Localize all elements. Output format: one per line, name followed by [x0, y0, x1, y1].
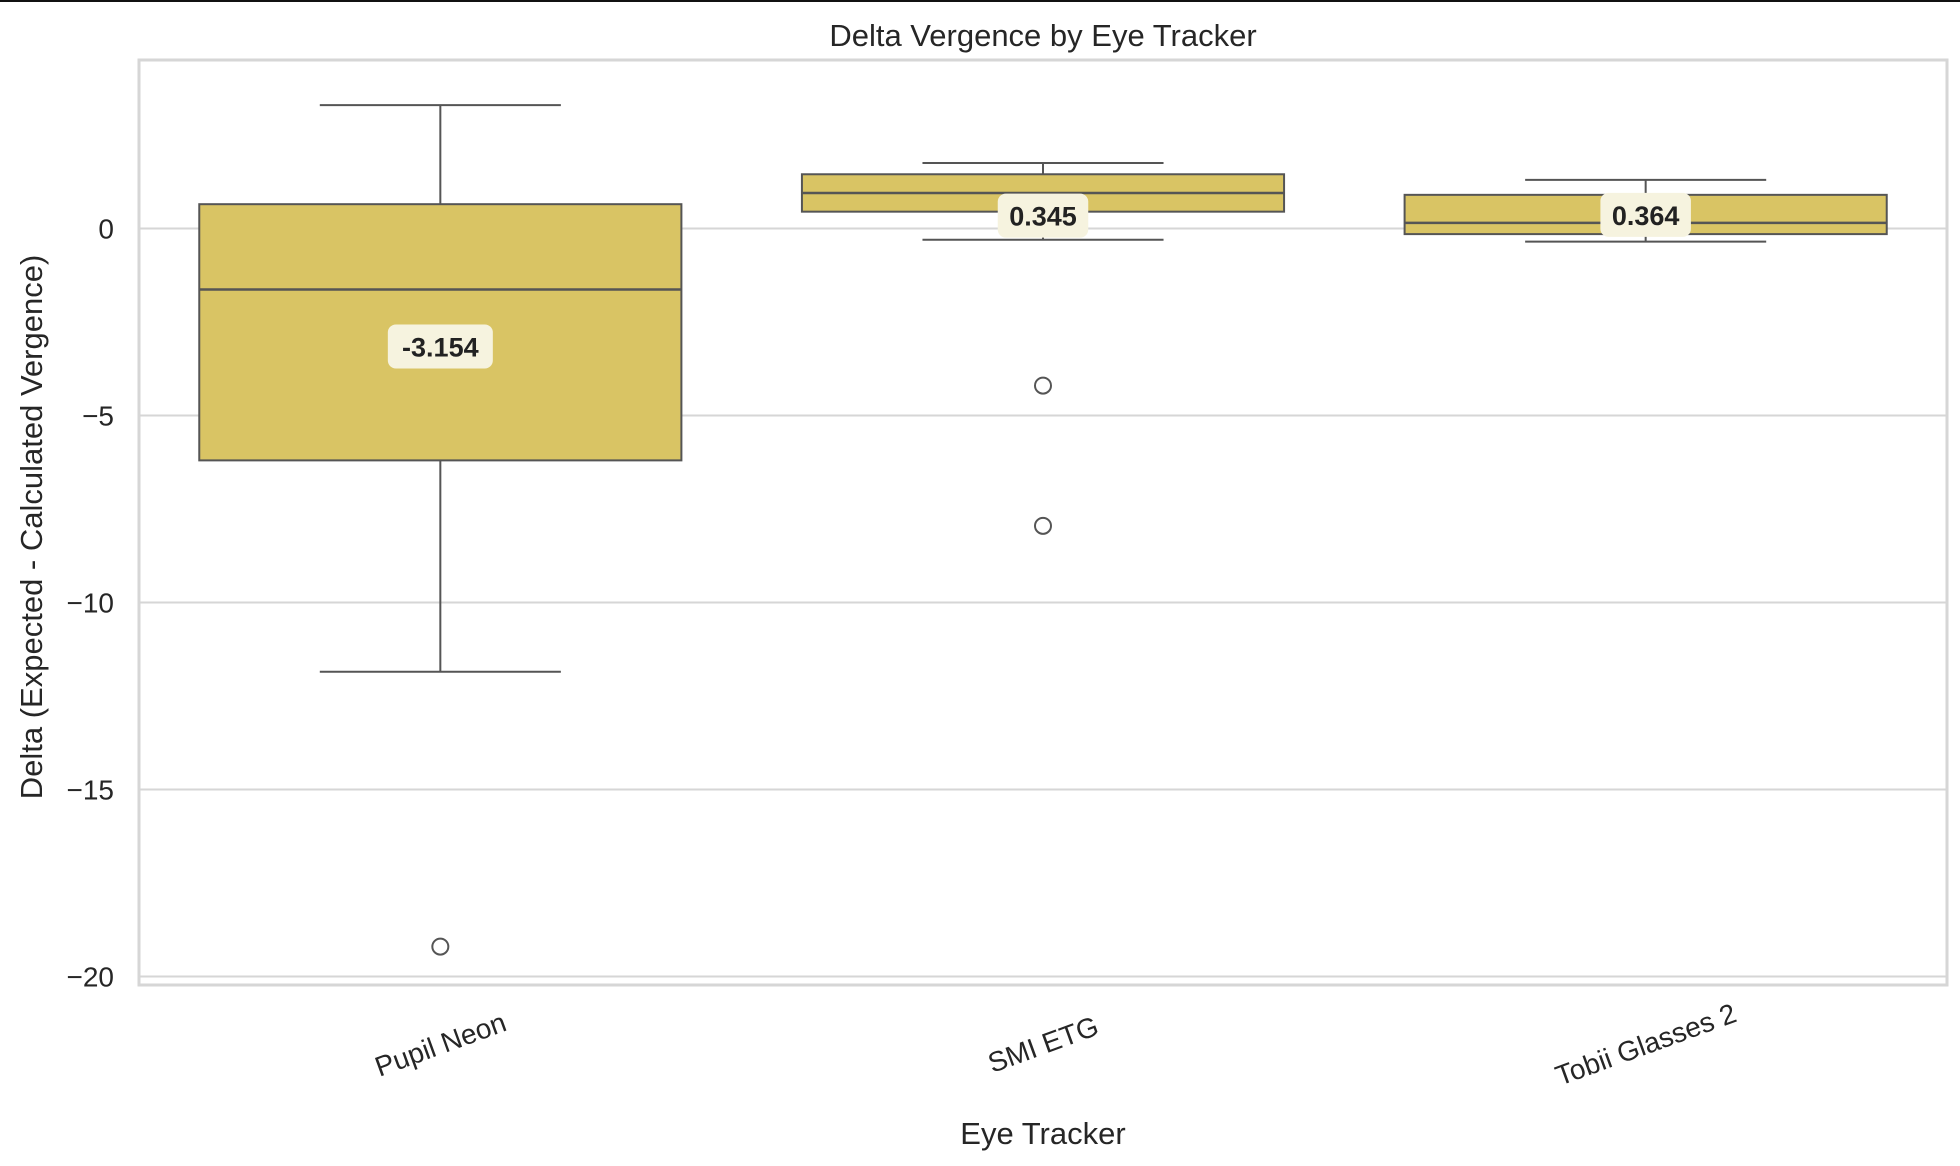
box-group: -3.154: [198, 104, 683, 956]
mean-label: 0.364: [1612, 201, 1680, 231]
x-axis-title: Eye Tracker: [960, 1116, 1125, 1151]
y-tick-label: −20: [67, 962, 115, 993]
mean-label-background: [1600, 192, 1691, 237]
chart-title: Delta Vergence by Eye Tracker: [829, 18, 1256, 53]
x-tick-label: SMI ETG: [984, 1010, 1103, 1079]
x-axis-ticks: Pupil Neon SMI ETG Tobii Glasses 2: [371, 997, 1741, 1091]
mean-label-background: [387, 324, 493, 369]
y-tick-label: −15: [67, 775, 115, 806]
y-axis-ticks: 0 −5 −10 −15 −20: [67, 214, 115, 993]
outlier-point: [431, 937, 450, 956]
x-tick-label: Tobii Glasses 2: [1551, 997, 1740, 1091]
mean-label-background: [997, 193, 1089, 238]
y-tick-label: −5: [82, 401, 114, 432]
box-group: 0.364: [1403, 178, 1888, 243]
box-group: 0.345: [800, 162, 1286, 535]
mean-label: 0.345: [1009, 202, 1077, 232]
outlier-point: [1034, 376, 1052, 395]
y-tick-label: 0: [98, 214, 114, 245]
mean-label: -3.154: [402, 332, 479, 362]
x-tick-label: Pupil Neon: [371, 1006, 510, 1082]
boxes: -3.154 0.345 0.364: [198, 104, 1888, 956]
outlier-point: [1034, 516, 1052, 535]
y-axis-title: Delta (Expected - Calculated Vergence): [14, 255, 49, 800]
y-tick-label: −10: [67, 588, 115, 619]
